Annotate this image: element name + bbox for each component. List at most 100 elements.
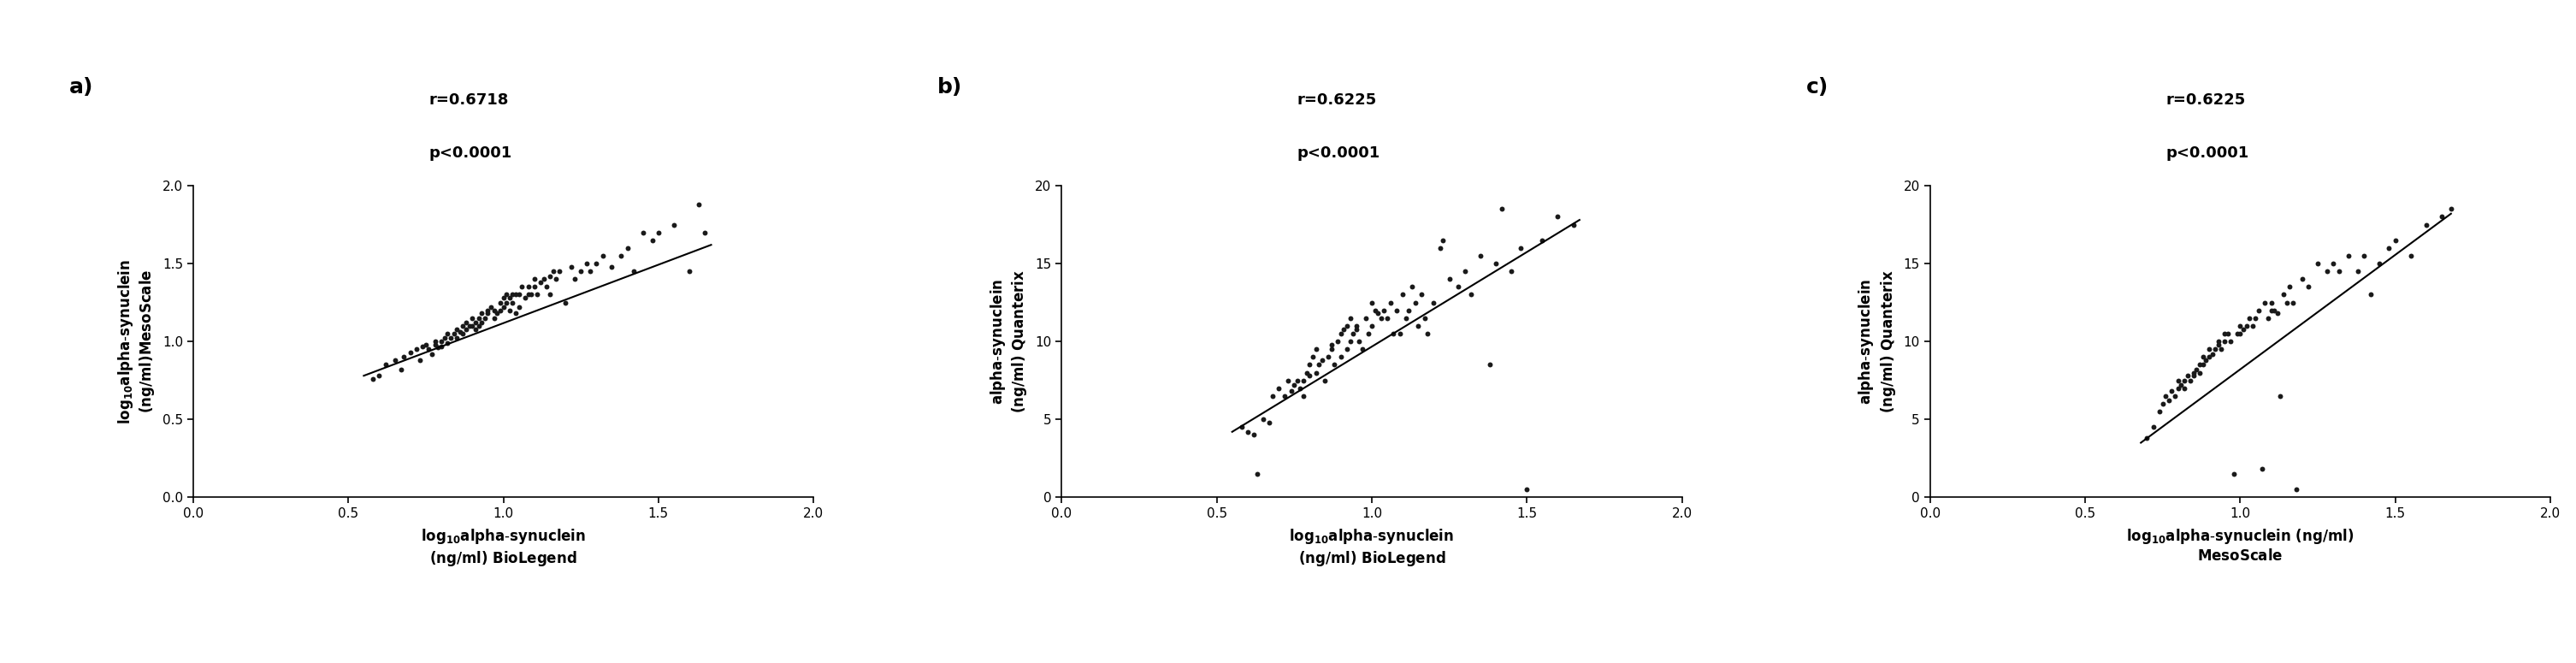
Point xyxy=(2221,320,2262,331)
Point xyxy=(538,266,580,276)
Point xyxy=(1414,297,1455,308)
Point xyxy=(2190,344,2231,355)
Point xyxy=(415,339,456,350)
Point xyxy=(1358,308,1399,319)
Point xyxy=(415,336,456,347)
Point xyxy=(1419,243,1461,253)
Point xyxy=(533,266,574,276)
Point xyxy=(2215,328,2257,339)
Point xyxy=(1553,219,1595,230)
Point xyxy=(1252,391,1293,401)
Point xyxy=(1538,211,1579,222)
Point xyxy=(1370,297,1412,308)
Point xyxy=(1236,469,1278,479)
Point xyxy=(1301,355,1342,365)
Point xyxy=(2146,391,2187,401)
Point xyxy=(600,251,641,261)
Text: a): a) xyxy=(70,77,93,97)
Point xyxy=(536,274,577,284)
Point xyxy=(1329,336,1370,347)
Point xyxy=(1406,328,1448,339)
Point xyxy=(2257,308,2298,319)
Point xyxy=(1334,320,1376,331)
Point xyxy=(443,328,484,339)
Point xyxy=(474,313,515,324)
Point xyxy=(1311,344,1352,355)
Point xyxy=(446,318,487,328)
Point xyxy=(2174,371,2215,381)
Point xyxy=(1249,417,1291,428)
Point xyxy=(2166,371,2208,381)
Point xyxy=(2406,219,2447,230)
Point xyxy=(2336,266,2378,276)
Point xyxy=(1332,328,1373,339)
Point xyxy=(2210,336,2251,347)
Point xyxy=(1288,359,1329,370)
Point xyxy=(592,261,634,272)
Point xyxy=(417,342,459,353)
Point xyxy=(440,327,482,337)
Point xyxy=(2195,344,2236,355)
Point xyxy=(677,199,719,210)
Point xyxy=(1373,328,1414,339)
Point xyxy=(2179,359,2221,370)
Point xyxy=(2306,266,2347,276)
Point xyxy=(1394,297,1435,308)
Point xyxy=(526,282,567,292)
X-axis label: $\mathbf{log_{10}}$$\bf{alpha\text{-}synuclein}$
$\bf{(ng/ml)\ BioLegend}$: $\mathbf{log_{10}}$$\bf{alpha\text{-}syn… xyxy=(1288,527,1455,568)
Point xyxy=(2298,258,2339,269)
Point xyxy=(495,289,536,300)
Point xyxy=(1280,383,1321,393)
Point xyxy=(1267,375,1309,386)
Point xyxy=(456,318,497,328)
Point xyxy=(428,337,469,348)
Point xyxy=(551,261,592,272)
Point xyxy=(1293,351,1334,362)
Point xyxy=(2254,305,2295,316)
Text: p<0.0001: p<0.0001 xyxy=(1298,145,1381,160)
Point xyxy=(2190,351,2231,362)
Point xyxy=(639,227,680,238)
Point xyxy=(2244,297,2285,308)
Point xyxy=(528,271,569,281)
X-axis label: $\mathbf{log_{10}}$$\bf{alpha\text{-}synuclein}$
$\bf{(ng/ml)\ BioLegend}$: $\mathbf{log_{10}}$$\bf{alpha\text{-}syn… xyxy=(420,527,585,568)
Point xyxy=(502,282,544,292)
Point xyxy=(2197,339,2239,350)
Point xyxy=(654,219,696,230)
Point xyxy=(448,321,489,332)
Point xyxy=(435,324,477,334)
Point xyxy=(2125,433,2166,444)
Point xyxy=(492,289,533,300)
Point xyxy=(1242,414,1283,425)
Point xyxy=(461,308,502,319)
Point xyxy=(1316,336,1358,347)
Point xyxy=(523,274,564,284)
Point xyxy=(567,258,608,269)
Point xyxy=(497,302,538,312)
Text: r=0.6225: r=0.6225 xyxy=(2166,92,2246,107)
Point xyxy=(459,313,500,324)
Point xyxy=(1404,313,1445,324)
Point xyxy=(1270,386,1311,396)
Point xyxy=(507,289,549,300)
Point xyxy=(389,347,430,357)
Point xyxy=(1350,297,1391,308)
Point xyxy=(510,289,551,300)
Point xyxy=(482,292,523,303)
Point xyxy=(456,324,497,334)
Point xyxy=(482,302,523,312)
Point xyxy=(2239,305,2280,316)
Point xyxy=(631,235,672,245)
Point xyxy=(613,266,654,276)
Point xyxy=(2344,251,2385,261)
Point xyxy=(2231,320,2272,331)
Point xyxy=(479,305,520,316)
Point xyxy=(487,297,528,308)
Point xyxy=(507,282,549,292)
Point xyxy=(518,289,559,300)
Point xyxy=(2429,204,2470,214)
Point xyxy=(358,371,399,381)
Point xyxy=(1309,351,1350,362)
Point xyxy=(2221,328,2262,339)
Point xyxy=(446,324,487,334)
